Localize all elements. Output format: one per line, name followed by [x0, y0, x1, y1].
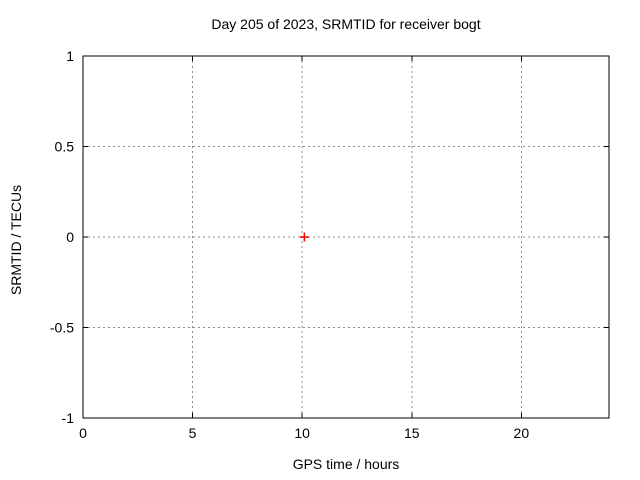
y-axis-title: SRMTID / TECUs [8, 184, 24, 296]
y-tick-label: -1 [62, 410, 75, 426]
x-tick-label: 10 [294, 425, 310, 441]
chart-title: Day 205 of 2023, SRMTID for receiver bog… [211, 16, 481, 32]
x-tick-label: 5 [189, 425, 197, 441]
y-tick-label: -0.5 [50, 320, 74, 336]
y-tick-label: 0 [66, 229, 74, 245]
y-tick-label: 1 [66, 48, 74, 64]
x-tick-label: 0 [79, 425, 87, 441]
y-tick-label: 0.5 [55, 139, 75, 155]
x-tick-label: 15 [404, 425, 420, 441]
x-axis-title: GPS time / hours [292, 456, 400, 472]
x-tick-label: 20 [514, 425, 530, 441]
plot-border [82, 55, 610, 419]
